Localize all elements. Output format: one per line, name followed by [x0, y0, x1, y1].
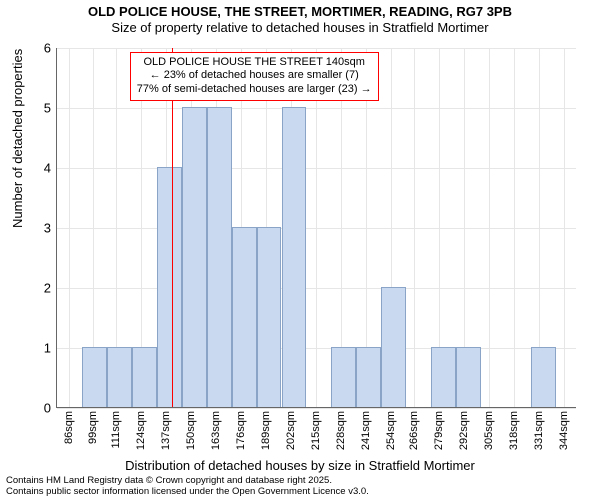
x-tick-label: 202sqm [285, 411, 297, 450]
annotation-line: 77% of semi-detached houses are larger (… [137, 83, 372, 97]
histogram-bar [331, 347, 356, 407]
x-tick-label: 344sqm [558, 411, 570, 450]
title-line-1: OLD POLICE HOUSE, THE STREET, MORTIMER, … [0, 4, 600, 19]
histogram-bar [182, 107, 207, 407]
y-tick-label: 4 [44, 161, 51, 176]
x-tick-label: 331sqm [533, 411, 545, 450]
x-gridline [489, 48, 490, 407]
y-tick-label: 6 [44, 41, 51, 56]
y-tick-label: 5 [44, 101, 51, 116]
x-tick-label: 189sqm [260, 411, 272, 450]
histogram-bar [207, 107, 232, 407]
reference-line [172, 48, 173, 407]
x-tick-label: 150sqm [185, 411, 197, 450]
x-gridline [69, 48, 70, 407]
title-line-2: Size of property relative to detached ho… [0, 20, 600, 35]
footer-attribution: Contains HM Land Registry data © Crown c… [6, 476, 369, 498]
x-axis-label: Distribution of detached houses by size … [0, 458, 600, 473]
annotation-box: OLD POLICE HOUSE THE STREET 140sqm← 23% … [130, 52, 379, 101]
x-tick-label: 254sqm [385, 411, 397, 450]
x-tick-label: 215sqm [310, 411, 322, 450]
x-tick-label: 279sqm [433, 411, 445, 450]
histogram-bar [431, 347, 456, 407]
histogram-bar [232, 227, 257, 407]
x-tick-label: 86sqm [63, 411, 75, 444]
x-tick-label: 241sqm [360, 411, 372, 450]
chart-area: 012345686sqm99sqm111sqm124sqm137sqm150sq… [56, 48, 576, 408]
y-tick-label: 3 [44, 221, 51, 236]
histogram-bar [531, 347, 556, 407]
x-tick-label: 228sqm [335, 411, 347, 450]
annotation-line: OLD POLICE HOUSE THE STREET 140sqm [137, 56, 372, 70]
histogram-bar [282, 107, 307, 407]
histogram-bar [257, 227, 282, 407]
x-tick-label: 124sqm [135, 411, 147, 450]
x-tick-label: 111sqm [110, 411, 122, 449]
y-tick-label: 0 [44, 401, 51, 416]
histogram-bar [82, 347, 107, 407]
histogram-bar [132, 347, 157, 407]
histogram-bar [381, 287, 406, 407]
y-axis-label: Number of detached properties [10, 49, 25, 228]
x-tick-label: 176sqm [235, 411, 247, 450]
x-tick-label: 137sqm [160, 411, 172, 450]
x-tick-label: 99sqm [87, 411, 99, 444]
x-tick-label: 163sqm [210, 411, 222, 450]
title-block: OLD POLICE HOUSE, THE STREET, MORTIMER, … [0, 0, 600, 35]
histogram-bar [356, 347, 381, 407]
x-tick-label: 292sqm [458, 411, 470, 450]
annotation-line: ← 23% of detached houses are smaller (7) [137, 69, 372, 83]
y-gridline [57, 408, 576, 409]
chart-container: OLD POLICE HOUSE, THE STREET, MORTIMER, … [0, 0, 600, 500]
x-gridline [316, 48, 317, 407]
y-tick-label: 2 [44, 281, 51, 296]
footer-line-2: Contains public sector information licen… [6, 487, 369, 498]
histogram-bar [107, 347, 132, 407]
x-gridline [514, 48, 515, 407]
y-tick-label: 1 [44, 341, 51, 356]
x-tick-label: 305sqm [483, 411, 495, 450]
histogram-bar [456, 347, 481, 407]
x-tick-label: 266sqm [408, 411, 420, 450]
x-gridline [564, 48, 565, 407]
x-tick-label: 318sqm [508, 411, 520, 450]
histogram-bar [157, 167, 182, 407]
plot-region: 012345686sqm99sqm111sqm124sqm137sqm150sq… [56, 48, 576, 408]
x-gridline [414, 48, 415, 407]
